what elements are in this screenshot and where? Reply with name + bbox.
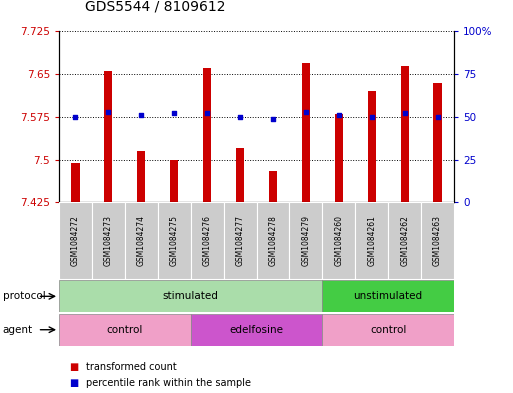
Text: agent: agent [3, 325, 33, 335]
Bar [256, 202, 289, 279]
Point [71, 114, 80, 120]
Text: GSM1084274: GSM1084274 [137, 215, 146, 266]
Bar [289, 202, 322, 279]
Bar [334, 114, 343, 202]
Bar [170, 160, 179, 202]
Text: GSM1084279: GSM1084279 [301, 215, 310, 266]
Text: GDS5544 / 8109612: GDS5544 / 8109612 [85, 0, 225, 14]
Text: stimulated: stimulated [163, 291, 219, 301]
Point [236, 114, 244, 120]
Bar [302, 63, 310, 202]
Text: GSM1084272: GSM1084272 [71, 215, 80, 266]
Bar [191, 202, 224, 279]
Bar [322, 280, 454, 312]
Text: GSM1084277: GSM1084277 [235, 215, 245, 266]
Text: GSM1084278: GSM1084278 [268, 215, 278, 266]
Point [433, 114, 442, 120]
Bar [191, 314, 322, 346]
Bar [322, 314, 454, 346]
Bar [125, 202, 158, 279]
Bar [322, 202, 355, 279]
Bar [92, 202, 125, 279]
Text: GSM1084275: GSM1084275 [170, 215, 179, 266]
Text: ■: ■ [69, 362, 78, 373]
Text: GSM1084263: GSM1084263 [433, 215, 442, 266]
Bar [59, 314, 191, 346]
Bar [421, 202, 454, 279]
Point [401, 110, 409, 117]
Bar [236, 148, 244, 202]
Text: unstimulated: unstimulated [353, 291, 423, 301]
Text: percentile rank within the sample: percentile rank within the sample [86, 378, 251, 388]
Text: transformed count: transformed count [86, 362, 176, 373]
Bar [401, 66, 409, 202]
Bar [59, 280, 322, 312]
Text: GSM1084276: GSM1084276 [203, 215, 212, 266]
Text: edelfosine: edelfosine [229, 325, 284, 335]
Bar [269, 171, 277, 202]
Text: control: control [370, 325, 406, 335]
Bar [158, 202, 191, 279]
Bar [368, 91, 376, 202]
Bar [137, 151, 145, 202]
Bar [388, 202, 421, 279]
Bar [433, 83, 442, 202]
Text: control: control [107, 325, 143, 335]
Point [203, 110, 211, 117]
Point [302, 108, 310, 115]
Text: GSM1084273: GSM1084273 [104, 215, 113, 266]
Text: ■: ■ [69, 378, 78, 388]
Text: protocol: protocol [3, 291, 45, 301]
Point [104, 108, 112, 115]
Text: GSM1084261: GSM1084261 [367, 215, 376, 266]
Bar [104, 72, 112, 202]
Point [170, 110, 179, 117]
Point [137, 112, 145, 118]
Point [368, 114, 376, 120]
Point [334, 112, 343, 118]
Bar [203, 68, 211, 202]
Text: GSM1084262: GSM1084262 [400, 215, 409, 266]
Bar [224, 202, 256, 279]
Bar [59, 202, 92, 279]
Bar [71, 163, 80, 202]
Point [269, 116, 277, 122]
Text: GSM1084260: GSM1084260 [334, 215, 343, 266]
Bar [355, 202, 388, 279]
